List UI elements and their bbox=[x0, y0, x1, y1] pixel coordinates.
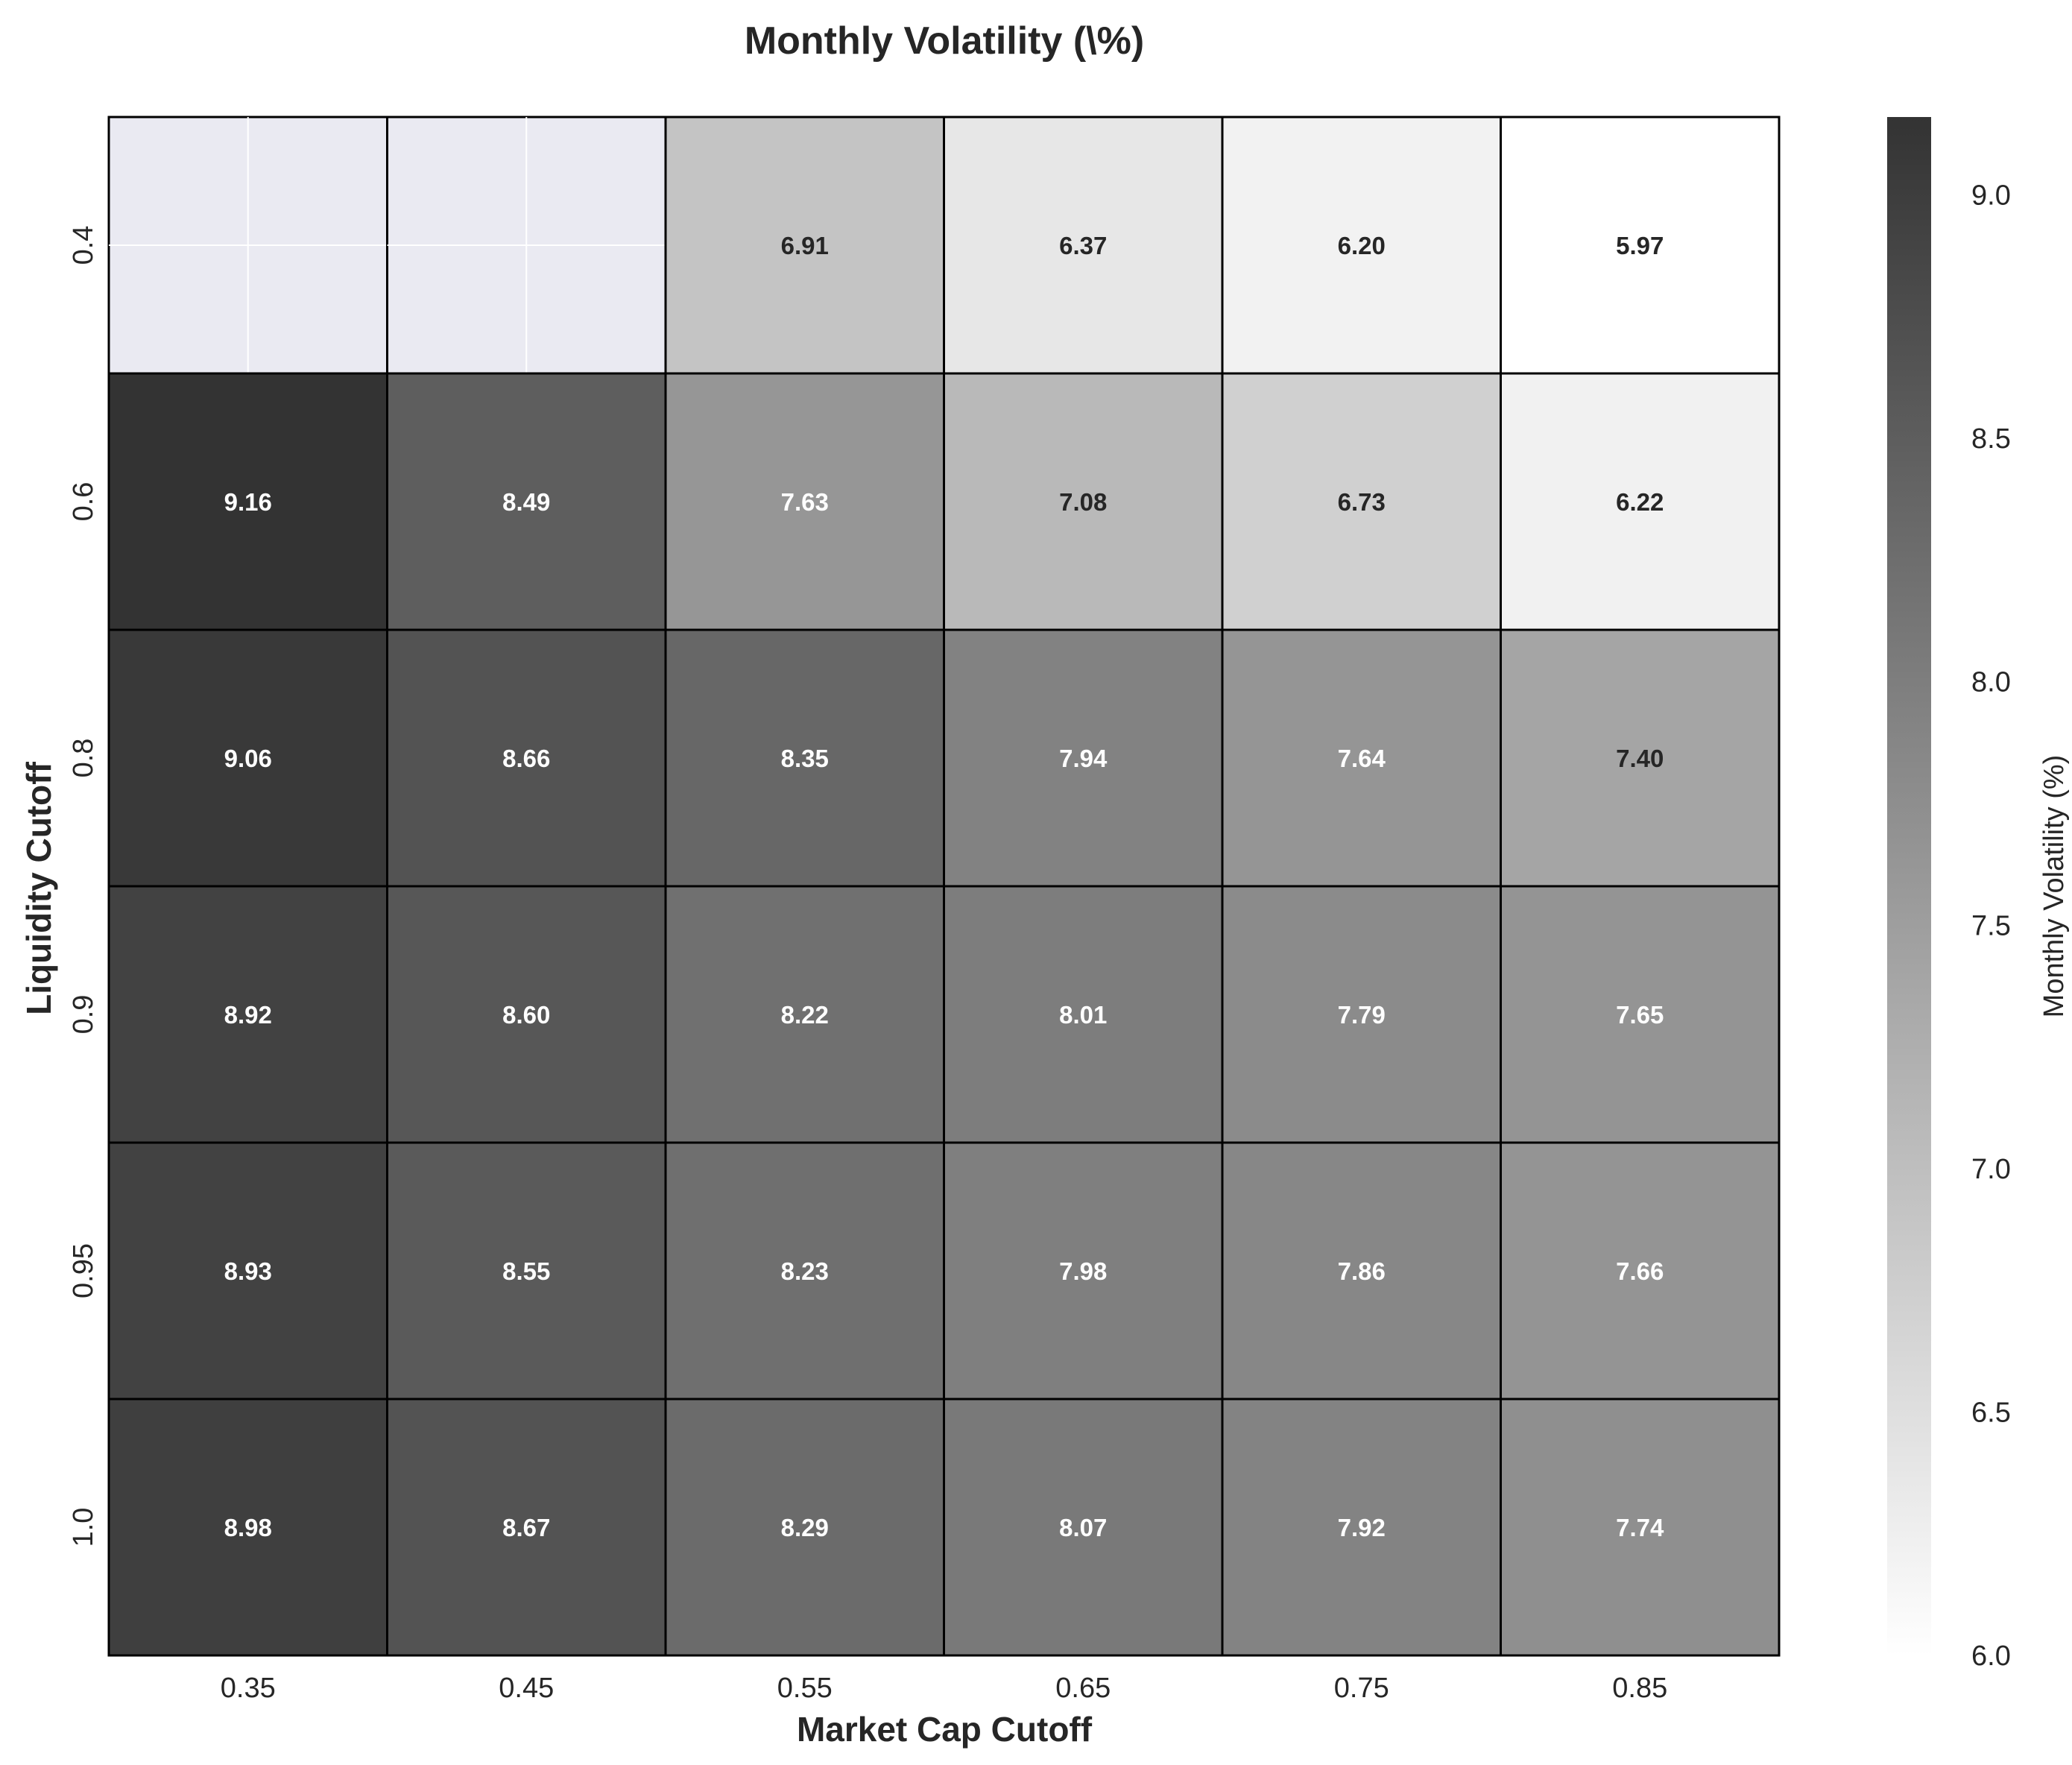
cell-value-label: 8.07 bbox=[1059, 1514, 1107, 1541]
y-tick-label: 1.0 bbox=[68, 1508, 99, 1547]
cell-value-label: 7.66 bbox=[1616, 1257, 1664, 1285]
heatmap-cell bbox=[107, 372, 388, 631]
chart-title: Monthly Volatility (\%) bbox=[745, 19, 1144, 63]
heatmap-cell bbox=[664, 116, 945, 375]
cell-value-label: 7.74 bbox=[1616, 1514, 1664, 1541]
heatmap-value-labels: 6.91 6.37 6.20 5.97 9.16 8.49 7.63 7.08 6.73 6.22… bbox=[224, 232, 1664, 1541]
cell-value-label: 8.35 bbox=[781, 745, 829, 772]
heatmap-cell bbox=[943, 1398, 1224, 1657]
cell-value-label: 8.93 bbox=[224, 1257, 272, 1285]
heatmap-cell bbox=[1500, 885, 1781, 1144]
colorbar: 6.0 6.5 7.0 7.5 8.0 8.5 9.0 Monthly Volatility… bbox=[1887, 117, 2070, 1672]
cell-value-label: 7.79 bbox=[1338, 1001, 1386, 1029]
colorbar-tick-label: 8.5 bbox=[1971, 423, 2011, 455]
x-axis-ticks: 0.35 0.45 0.55 0.65 0.75 0.85 bbox=[221, 1673, 1667, 1704]
cell-value-label: 8.92 bbox=[224, 1001, 272, 1029]
colorbar-tick-label: 8.0 bbox=[1971, 667, 2011, 698]
colorbar-tick-label: 6.5 bbox=[1971, 1397, 2011, 1428]
cell-value-label: 7.94 bbox=[1059, 745, 1108, 772]
cell-value-label: 7.86 bbox=[1338, 1257, 1386, 1285]
cell-value-label: 8.98 bbox=[224, 1514, 272, 1541]
cell-value-label: 8.49 bbox=[502, 488, 550, 516]
colorbar-tick-label: 7.0 bbox=[1971, 1154, 2011, 1185]
heatmap-cell bbox=[1221, 372, 1502, 631]
colorbar-tick-label: 7.5 bbox=[1971, 910, 2011, 941]
heatmap-cell bbox=[107, 885, 388, 1144]
heatmap-cell bbox=[107, 1141, 388, 1401]
x-tick-label: 0.55 bbox=[777, 1673, 833, 1704]
heatmap-cell bbox=[1221, 885, 1502, 1144]
cell-value-label: 7.08 bbox=[1059, 488, 1107, 516]
colorbar-ticks: 6.0 6.5 7.0 7.5 8.0 8.5 9.0 bbox=[1971, 180, 2011, 1672]
heatmap-cell bbox=[1221, 116, 1502, 375]
heatmap-cell bbox=[943, 1141, 1224, 1401]
heatmap-cell bbox=[943, 116, 1224, 375]
heatmap-cell bbox=[1221, 1398, 1502, 1657]
cell-value-label: 7.92 bbox=[1338, 1514, 1386, 1541]
x-axis-label: Market Cap Cutoff bbox=[797, 1710, 1093, 1749]
cell-value-label: 8.22 bbox=[781, 1001, 829, 1029]
cell-value-label: 6.37 bbox=[1059, 232, 1107, 259]
y-tick-label: 0.4 bbox=[68, 226, 99, 265]
heatmap-cell bbox=[943, 628, 1224, 888]
cell-value-label: 8.66 bbox=[502, 745, 550, 772]
y-tick-label: 0.6 bbox=[68, 482, 99, 522]
cell-value-label: 6.22 bbox=[1616, 488, 1664, 516]
cell-value-label: 7.63 bbox=[781, 488, 829, 516]
cell-value-label: 8.60 bbox=[502, 1001, 550, 1029]
heatmap-cell bbox=[1500, 1398, 1781, 1657]
y-tick-label: 0.9 bbox=[68, 995, 99, 1035]
cell-value-label: 8.67 bbox=[502, 1514, 550, 1541]
x-tick-label: 0.45 bbox=[499, 1673, 554, 1704]
colorbar-gradient bbox=[1887, 117, 1931, 1655]
heatmap-cell bbox=[1500, 116, 1781, 375]
y-axis-label: Liquidity Cutoff bbox=[19, 761, 58, 1014]
cell-value-label: 6.91 bbox=[781, 232, 829, 259]
x-tick-label: 0.75 bbox=[1334, 1673, 1389, 1704]
colorbar-label: Monthly Volatility (%) bbox=[2038, 755, 2070, 1018]
cell-value-label: 9.06 bbox=[224, 745, 272, 772]
heatmap-cell bbox=[1500, 628, 1781, 888]
cell-value-label: 6.20 bbox=[1338, 232, 1386, 259]
heatmap-cell bbox=[943, 885, 1224, 1144]
heatmap-cells bbox=[107, 116, 1781, 1657]
heatmap-cell bbox=[664, 372, 945, 631]
heatmap-cell bbox=[386, 628, 667, 888]
heatmap-cell bbox=[107, 1398, 388, 1657]
y-tick-label: 0.8 bbox=[68, 739, 99, 778]
x-tick-label: 0.85 bbox=[1612, 1673, 1667, 1704]
heatmap-cell bbox=[386, 885, 667, 1144]
cell-value-label: 8.55 bbox=[502, 1257, 550, 1285]
heatmap-cell bbox=[1500, 372, 1781, 631]
cell-value-label: 7.40 bbox=[1616, 745, 1664, 772]
cell-value-label: 8.01 bbox=[1059, 1001, 1107, 1029]
colorbar-tick-label: 9.0 bbox=[1971, 180, 2011, 212]
heatmap-cell bbox=[664, 1141, 945, 1401]
cell-value-label: 7.64 bbox=[1338, 745, 1386, 772]
heatmap-cell bbox=[386, 1398, 667, 1657]
cell-value-label: 8.23 bbox=[781, 1257, 829, 1285]
cell-value-label: 6.73 bbox=[1338, 488, 1386, 516]
heatmap-cell bbox=[943, 372, 1224, 631]
cell-value-label: 8.29 bbox=[781, 1514, 829, 1541]
heatmap-cell bbox=[1221, 1141, 1502, 1401]
cell-value-label: 5.97 bbox=[1616, 232, 1664, 259]
y-tick-label: 0.95 bbox=[68, 1243, 99, 1298]
cell-value-label: 7.65 bbox=[1616, 1001, 1664, 1029]
x-tick-label: 0.35 bbox=[221, 1673, 276, 1704]
y-axis-ticks: 0.4 0.6 0.8 0.9 0.95 1.0 bbox=[68, 226, 99, 1547]
heatmap-cell bbox=[386, 1141, 667, 1401]
colorbar-tick-label: 6.0 bbox=[1971, 1641, 2011, 1672]
cell-value-label: 9.16 bbox=[224, 488, 272, 516]
heatmap-cell bbox=[664, 1398, 945, 1657]
cell-value-label: 7.98 bbox=[1059, 1257, 1107, 1285]
x-tick-label: 0.65 bbox=[1055, 1673, 1111, 1704]
